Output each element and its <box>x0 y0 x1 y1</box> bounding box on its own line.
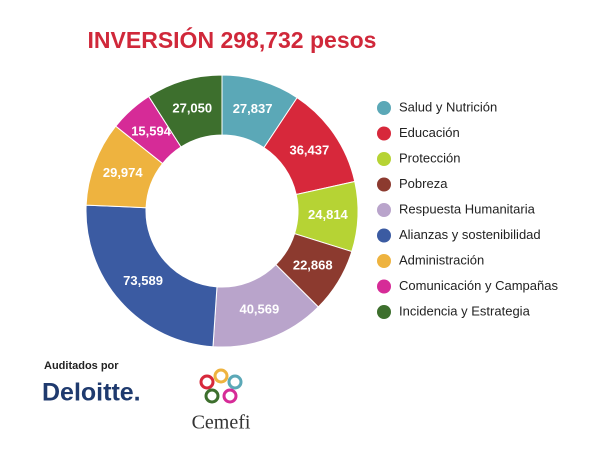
donut-slice <box>148 74 223 148</box>
legend-swatch <box>377 203 391 217</box>
value-label: 73,589 <box>123 273 163 288</box>
legend-label: Alianzas y sostenibilidad <box>399 227 541 242</box>
legend-label: Incidencia y Estrategia <box>399 303 531 318</box>
value-label: 29,974 <box>103 165 144 180</box>
legend-label: Protección <box>399 150 460 165</box>
legend-label: Respuesta Humanitaria <box>399 201 536 216</box>
legend-label: Pobreza <box>399 176 448 191</box>
legend-label: Educación <box>399 125 460 140</box>
legend-swatch <box>377 279 391 294</box>
donut-slice <box>85 204 218 348</box>
value-label: 40,569 <box>239 302 279 317</box>
value-label: 22,868 <box>293 257 333 272</box>
legend-swatch <box>377 152 391 166</box>
audit-label: Auditados por <box>44 360 119 372</box>
legend-swatch <box>377 254 391 268</box>
value-label: 15,594 <box>131 124 172 139</box>
value-label: 27,050 <box>172 101 212 116</box>
cemefi-icon <box>199 368 243 404</box>
legend-swatch <box>377 101 391 115</box>
cemefi-logo: Cemefi <box>192 412 251 434</box>
legend-swatch <box>377 228 391 243</box>
legend-label: Comunicación y Campañas <box>399 278 558 293</box>
legend-swatch <box>377 305 391 319</box>
value-label: 24,814 <box>308 207 349 222</box>
legend-label: Administración <box>399 252 484 267</box>
chart-title: INVERSIÓN 298,732 pesos <box>88 26 377 53</box>
legend-swatch <box>377 177 391 192</box>
value-label: 27,837 <box>233 101 273 116</box>
legend-swatch <box>377 126 391 141</box>
value-label: 36,437 <box>289 142 329 157</box>
legend-label: Salud y Nutrición <box>399 99 497 114</box>
deloitte-logo: Deloitte. <box>42 379 141 407</box>
